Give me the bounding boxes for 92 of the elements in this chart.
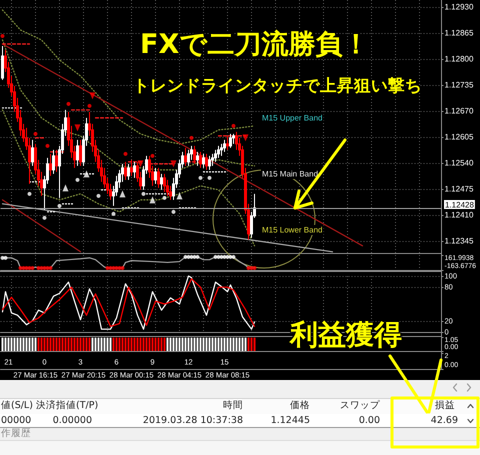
candlestick [31,139,34,166]
candlestick [163,173,166,192]
text: 2019.03.28 10:37:38 [142,414,243,428]
text: スワップ [340,399,380,413]
point [84,170,90,178]
candlestick [208,155,211,170]
candlestick [229,133,232,148]
text: トレンドラインタッチで上昇狙い撃ち [133,76,422,95]
text: 作履歴 [1,428,31,440]
point [232,124,236,128]
candlestick [193,145,196,164]
point [96,194,100,198]
point [208,176,212,180]
point [58,204,62,208]
text: 0.00 [358,414,380,428]
y-tick-label: 1.12670 [444,106,474,116]
y-tick-label: 1.12345 [444,236,474,246]
point [46,144,50,148]
point [198,176,202,180]
text: 0.00000 [52,414,92,428]
point [120,190,126,198]
candlestick [124,161,127,180]
candlestick [202,153,205,168]
text: 時間 [223,399,243,413]
y-tick-label: 1.12475 [444,184,474,194]
point [88,104,92,108]
line-series [2,109,256,246]
candlestick [79,139,82,166]
text: FXで二刀流勝負！ [140,29,370,60]
candlestick [199,151,202,168]
point [170,160,176,168]
candlestick [154,167,157,184]
text: 1.12445 [270,414,310,428]
text: 値(S/L) [1,399,33,413]
annotation: 利益獲得 [290,318,402,352]
candlestick [127,163,130,180]
y-tick-label: 1.12735 [444,80,474,90]
point [190,136,194,140]
text: 00000 [1,414,32,428]
candlestick [160,173,163,190]
point [74,124,80,132]
point [172,210,176,214]
point [34,132,38,136]
candlestick [217,145,220,158]
candlestick [184,147,187,166]
point [0,34,4,38]
point [150,196,156,204]
point [90,92,96,100]
text: 損益 [435,399,455,413]
text: 価格 [290,399,310,413]
y-tick-label: 1.12540 [444,158,474,168]
point [176,192,182,200]
annotation: M15 Lower Band [262,226,322,234]
candlestick [1,45,4,80]
y-tick-label: 1.12800 [444,54,474,64]
candlestick [220,143,223,156]
y-tick-label: 1.12605 [444,132,474,142]
candlestick [49,153,52,176]
point [162,196,166,200]
text: 42.69 [430,414,458,428]
candlestick [205,153,208,170]
candlestick [196,151,199,166]
y-tick-label: 1.12930 [444,2,474,12]
point [150,154,154,158]
candlestick [214,149,217,162]
candlestick [76,139,79,166]
annotation: M15 Upper Band [262,114,322,122]
point [242,134,248,142]
candlestick [55,149,58,172]
candlestick [133,161,136,178]
point [76,178,80,182]
candlestick [232,133,235,144]
candlestick [187,149,190,166]
candlestick [223,139,226,152]
point [124,152,128,156]
ref-line-label: 1.12428 [445,200,474,210]
point [42,216,46,220]
annotation: M15 Main Band [262,170,318,178]
point [112,212,116,216]
candlestick [211,153,214,166]
point [28,192,32,196]
candlestick [226,135,229,150]
candlestick [157,167,160,188]
candlestick [52,149,55,174]
y-tick-label: 1.12410 [444,210,474,220]
candlestick [130,159,133,176]
text: 決済指値(T/P) [36,399,98,413]
y-tick-label: 1.12865 [444,28,474,38]
point [138,160,144,168]
point [62,184,68,192]
point [66,102,70,106]
point [142,192,146,196]
